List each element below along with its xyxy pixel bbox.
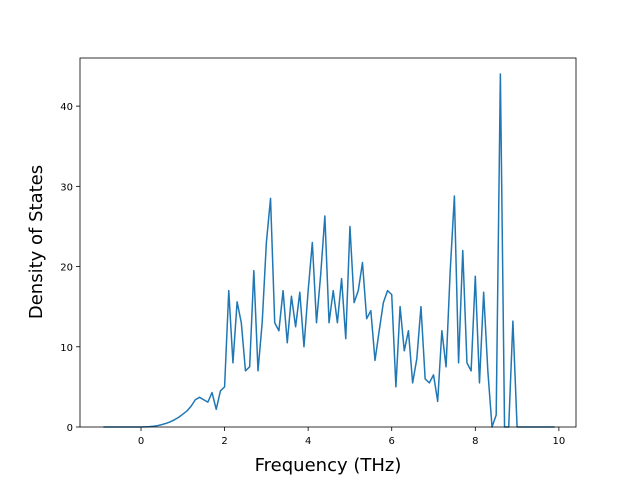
x-tick-label: 4	[305, 436, 311, 447]
y-axis-label: Density of States	[26, 165, 47, 319]
x-tick-label: 2	[221, 436, 227, 447]
y-tick-label: 30	[60, 182, 73, 193]
x-tick-label: 0	[138, 436, 144, 447]
plot-frame	[79, 57, 577, 428]
y-tick-label: 0	[67, 423, 73, 434]
line	[103, 73, 555, 428]
x-tick-label: 10	[553, 436, 566, 447]
y-tick-label: 20	[60, 263, 73, 274]
x-axis-label: Frequency (THz)	[255, 455, 402, 476]
x-tick-label: 8	[472, 436, 478, 447]
y-tick-label: 10	[60, 343, 73, 354]
x-tick-label: 6	[389, 436, 395, 447]
y-tick-label: 40	[60, 102, 73, 113]
